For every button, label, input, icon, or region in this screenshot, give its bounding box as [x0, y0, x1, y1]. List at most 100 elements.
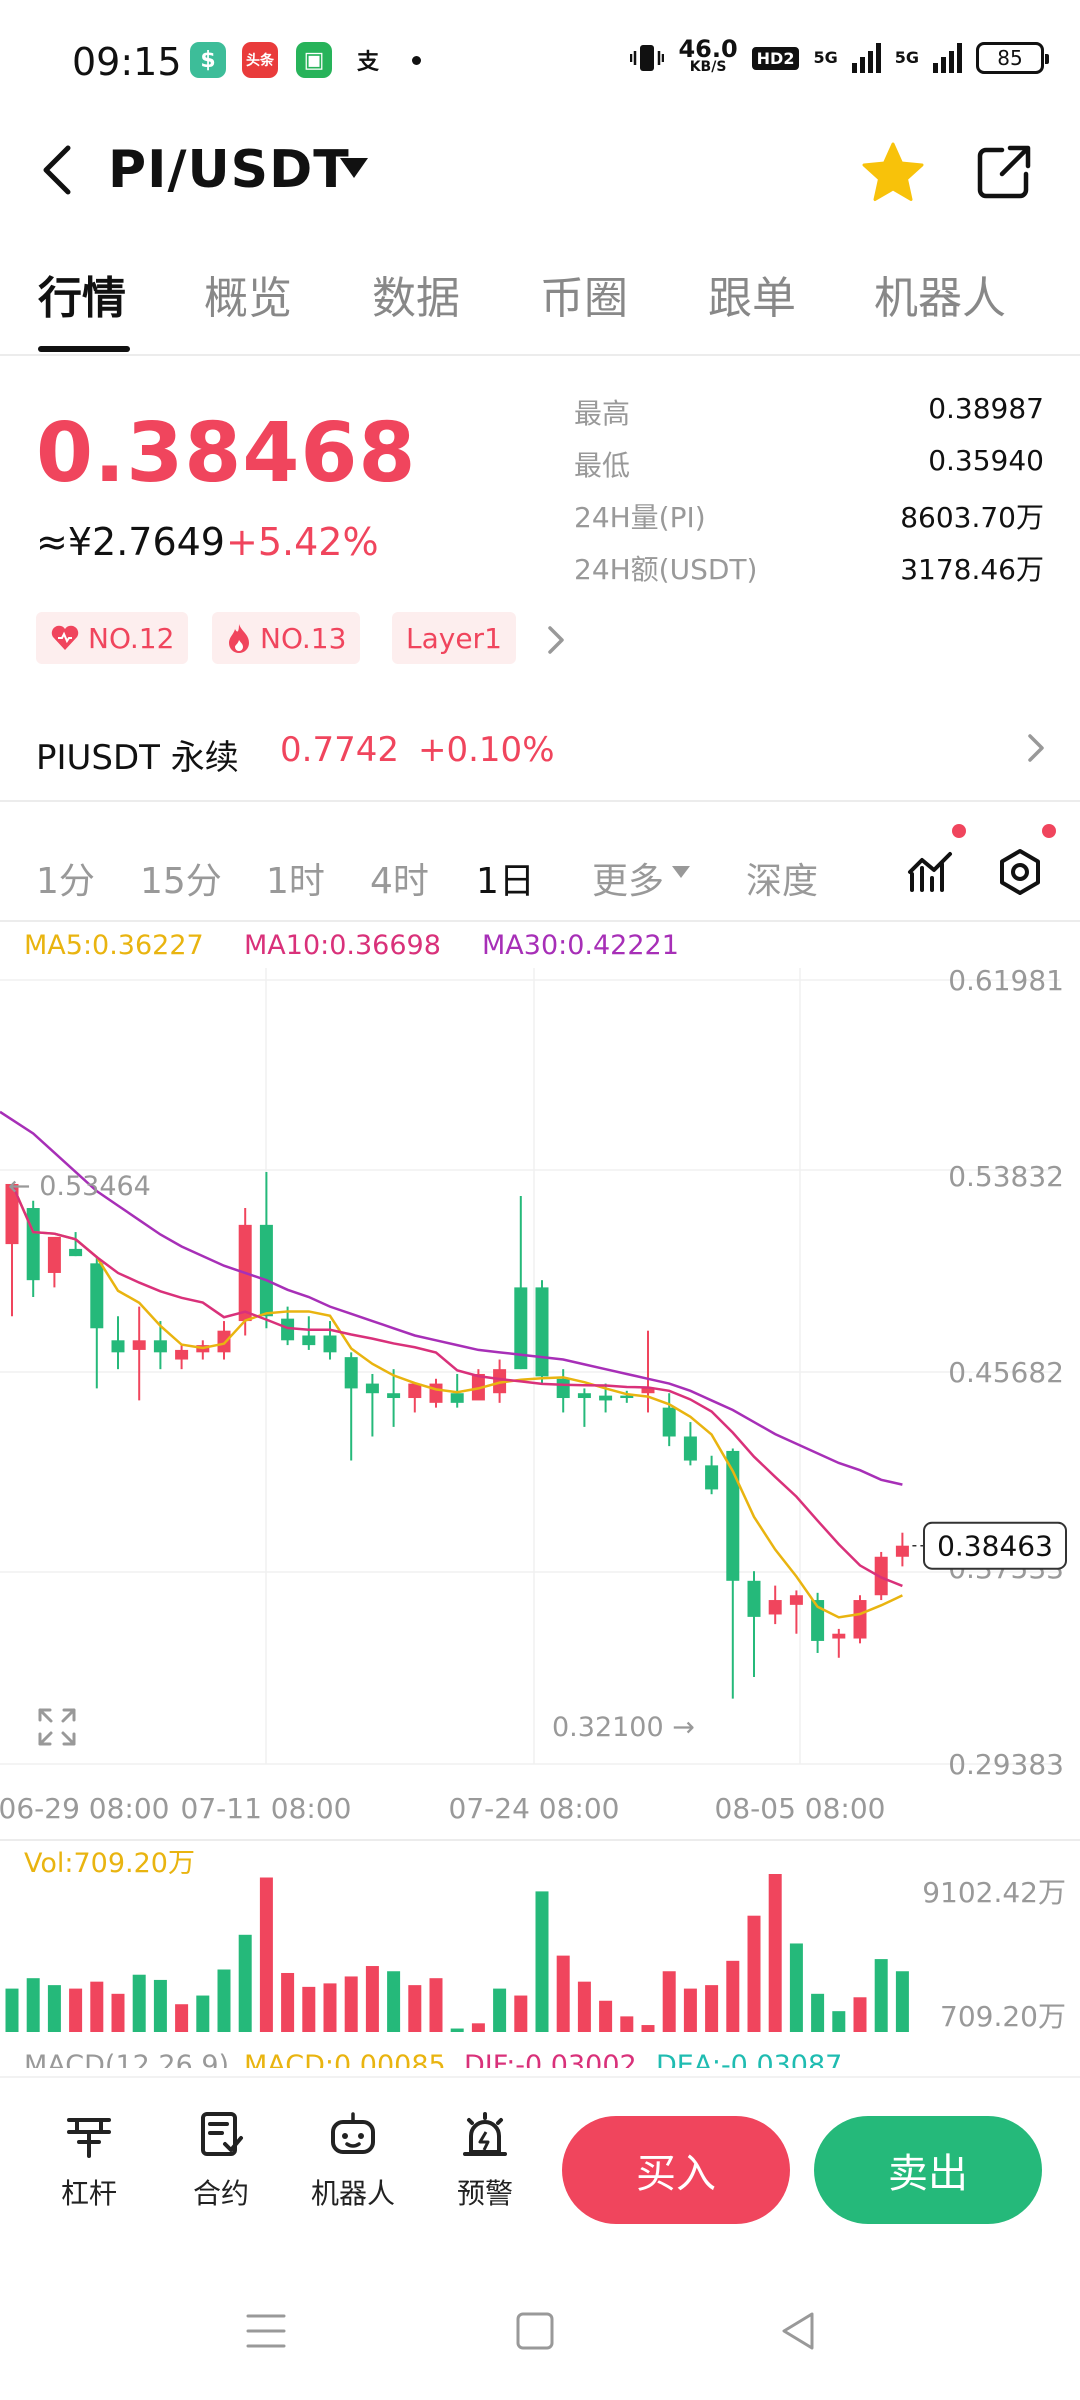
divider	[0, 800, 1080, 802]
divider	[0, 920, 1080, 922]
volume-bar	[747, 1915, 761, 2032]
low-marker: 0.32100 →	[552, 1712, 695, 1743]
candle-body	[387, 1393, 401, 1399]
robot-button[interactable]: 机器人	[298, 2110, 408, 2212]
volume-bar	[132, 1974, 146, 2032]
last-price: 0.38468	[36, 406, 417, 501]
contract-label: 合约	[192, 2177, 249, 2210]
change-percent: +5.42%	[226, 520, 379, 564]
tab-2[interactable]: 数据	[372, 273, 460, 324]
vibrate-icon	[630, 45, 665, 71]
fullscreen-expand-icon[interactable]	[36, 1706, 78, 1748]
interval-2[interactable]: 1时	[266, 861, 325, 902]
candle-body	[641, 1388, 655, 1394]
tab-1[interactable]: 概览	[204, 273, 292, 324]
candle-body	[747, 1580, 761, 1617]
candle-body	[726, 1450, 740, 1581]
volume-bar	[641, 2025, 655, 2032]
volume-bar	[599, 2000, 613, 2032]
volume-bar	[471, 2023, 485, 2032]
ranking-tag-label: NO.12	[88, 621, 175, 655]
tab-3[interactable]: 币圈	[540, 273, 628, 324]
perpetual-change: +0.10%	[418, 730, 555, 770]
interval-4[interactable]: 1日	[476, 861, 535, 902]
volume-bar	[323, 1983, 337, 2032]
x-tick-label: 07-24 08:00	[449, 1792, 620, 1825]
candle-body	[620, 1395, 634, 1399]
perpetual-price: 0.7742	[280, 730, 399, 770]
contract-button[interactable]: 合约	[166, 2110, 276, 2212]
robot-label: 机器人	[310, 2177, 395, 2210]
volume-bar	[514, 1995, 528, 2032]
leverage-label: 杠杆	[60, 2177, 117, 2210]
chart-settings-icon[interactable]	[996, 848, 1044, 896]
ranking-tag-label: Layer1	[406, 621, 502, 655]
battery-level: 85	[997, 46, 1023, 70]
leverage-button[interactable]: 杠杆	[34, 2110, 144, 2212]
interval-1[interactable]: 15分	[140, 861, 222, 902]
volume-bar	[853, 1997, 867, 2032]
tab-4[interactable]: 跟单	[708, 273, 796, 324]
settings-red-dot	[1042, 824, 1056, 838]
pair-dropdown-icon[interactable]	[340, 158, 368, 178]
back-nav-icon[interactable]	[782, 2312, 814, 2350]
volume-bar	[26, 1978, 40, 2032]
ranking-tag-label: NO.13	[260, 621, 347, 655]
volume-bar	[47, 1985, 61, 2032]
volume-bar	[726, 1960, 740, 2032]
volume-bar	[217, 1969, 231, 2032]
status-indicators: 46.0 KB/S HD2 5G 5G 85	[630, 37, 1049, 76]
indicator-icon[interactable]	[906, 848, 954, 896]
stat-label: 24H额(USDT)	[574, 553, 758, 586]
system-nav-bar	[246, 2312, 814, 2350]
pair-title[interactable]: PI/USDT	[108, 140, 350, 200]
candle-body	[47, 1236, 61, 1273]
home-nav-icon[interactable]	[516, 2312, 554, 2350]
volume-bar	[111, 1993, 125, 2032]
perpetual-chevron-icon[interactable]	[1022, 728, 1050, 768]
alarm-icon	[463, 2112, 507, 2156]
candle-body	[132, 1340, 146, 1350]
buy-button[interactable]: 买入	[562, 2116, 790, 2224]
candle-body	[408, 1383, 422, 1399]
ranking-tag[interactable]: NO.13	[212, 612, 361, 664]
candle-body	[302, 1335, 316, 1346]
candle-body	[599, 1395, 613, 1401]
interval-6[interactable]: 深度	[746, 861, 819, 902]
tab-0[interactable]: 行情	[38, 273, 126, 324]
interval-5[interactable]: 更多	[592, 861, 665, 902]
volume-axis-max: 9102.42万	[922, 1876, 1066, 1909]
share-icon[interactable]	[972, 140, 1036, 204]
more-notifications-dot	[412, 56, 421, 65]
favorite-star-icon[interactable]	[860, 140, 926, 206]
stat-label: 24H量(PI)	[574, 501, 706, 534]
network-gen-1: 5G	[813, 48, 838, 67]
alarm-button[interactable]: 预警	[430, 2110, 540, 2212]
more-caret-icon[interactable]	[672, 866, 690, 878]
volume-bar	[811, 1993, 825, 2032]
menu-nav-icon[interactable]	[246, 2314, 286, 2348]
perpetual-label[interactable]: PIUSDT 永续	[36, 738, 239, 778]
stat-value: 8603.70万	[900, 501, 1044, 534]
status-time: 09:15	[72, 40, 182, 84]
sell-button[interactable]: 卖出	[814, 2116, 1042, 2224]
tags-more-chevron-icon[interactable]	[542, 622, 570, 658]
stat-label: 最低	[574, 449, 631, 482]
ma-legend-item: MA30:0.42221	[482, 930, 679, 961]
candle-body	[514, 1287, 528, 1370]
signal-2-icon	[933, 43, 962, 73]
interval-3[interactable]: 4时	[370, 861, 429, 902]
tab-5[interactable]: 机器人	[874, 273, 1006, 324]
stat-label: 最高	[574, 397, 631, 430]
ranking-tag[interactable]: NO.12	[36, 612, 189, 664]
volume-bar	[577, 1981, 591, 2032]
macd-legend-item: MACD(12,26,9)	[24, 2050, 229, 2068]
stat-value: 3178.46万	[900, 553, 1044, 586]
ranking-tag[interactable]: Layer1	[392, 612, 516, 664]
bottom-action-bar: 杠杆 合约 机器人 预警 买入 卖出	[0, 2076, 1080, 2276]
interval-0[interactable]: 1分	[36, 861, 95, 902]
candle-body	[662, 1407, 676, 1437]
back-button[interactable]	[32, 140, 82, 200]
status-bar: 09:15 46.0 KB/S HD2 5G 5G 85 $ 头条 ▣ 支	[0, 0, 1080, 120]
